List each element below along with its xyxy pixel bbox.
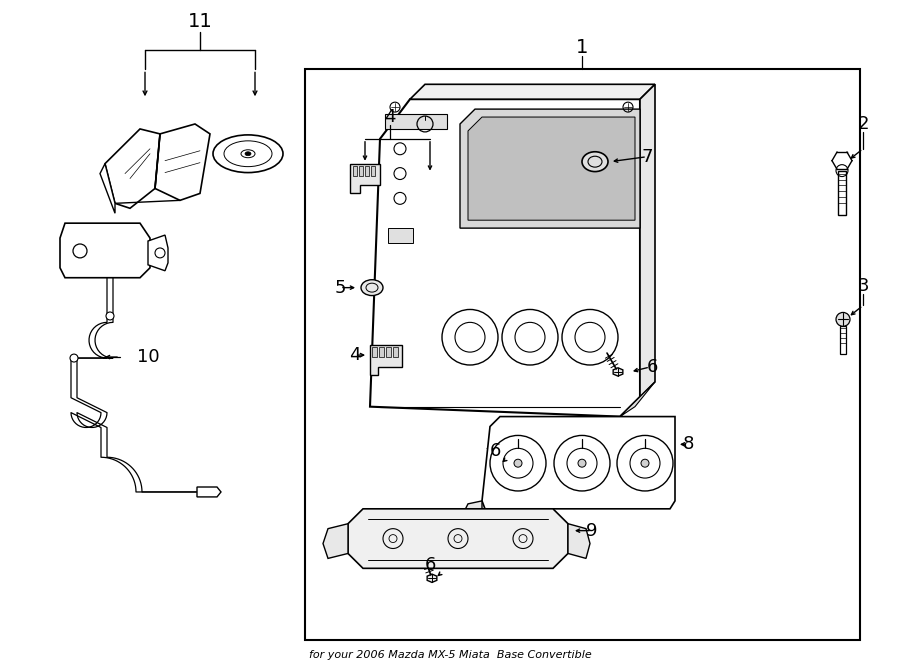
Bar [393, 347, 398, 357]
Polygon shape [640, 85, 655, 397]
Text: 4: 4 [384, 108, 396, 126]
Bar [388, 228, 413, 243]
Circle shape [641, 459, 649, 467]
Polygon shape [370, 99, 640, 416]
Polygon shape [100, 164, 115, 214]
Polygon shape [492, 460, 502, 469]
Circle shape [70, 354, 78, 362]
Ellipse shape [361, 280, 383, 295]
Text: 8: 8 [682, 436, 694, 453]
Text: 4: 4 [349, 346, 361, 364]
Ellipse shape [245, 152, 251, 156]
Polygon shape [460, 109, 640, 228]
Text: 7: 7 [641, 147, 652, 166]
Polygon shape [482, 416, 675, 509]
Bar [386, 347, 391, 357]
Polygon shape [350, 164, 380, 194]
Bar [379, 347, 384, 357]
Polygon shape [620, 382, 655, 416]
Text: 10: 10 [137, 348, 159, 366]
Polygon shape [60, 223, 150, 278]
Polygon shape [613, 368, 623, 376]
Bar [840, 327, 846, 354]
Text: 5: 5 [334, 279, 346, 297]
Bar [353, 166, 357, 176]
Ellipse shape [213, 135, 283, 173]
Polygon shape [323, 524, 348, 559]
Polygon shape [568, 524, 590, 559]
Polygon shape [462, 501, 482, 529]
Circle shape [578, 459, 586, 467]
Text: 3: 3 [857, 277, 868, 295]
Text: 2: 2 [857, 115, 868, 133]
Bar [365, 166, 369, 176]
Ellipse shape [241, 150, 255, 158]
Polygon shape [197, 487, 221, 497]
Circle shape [514, 459, 522, 467]
Text: 11: 11 [187, 13, 212, 31]
Bar [371, 166, 375, 176]
Text: 6: 6 [646, 358, 658, 376]
Bar [372, 347, 377, 357]
Text: for your 2006 Mazda MX-5 Miata  Base Convertible: for your 2006 Mazda MX-5 Miata Base Conv… [309, 650, 591, 660]
Polygon shape [410, 85, 655, 99]
Circle shape [106, 312, 114, 320]
Bar [305, 69, 860, 640]
Circle shape [836, 313, 850, 327]
Polygon shape [370, 345, 402, 375]
Polygon shape [348, 509, 568, 568]
Bar [838, 171, 846, 215]
Text: 1: 1 [576, 38, 589, 57]
Text: 9: 9 [586, 522, 598, 539]
Text: 6: 6 [490, 442, 500, 460]
Polygon shape [148, 235, 168, 271]
Bar [385, 114, 447, 129]
Polygon shape [428, 574, 436, 582]
Polygon shape [468, 117, 635, 220]
Ellipse shape [582, 152, 608, 172]
Bar [359, 166, 363, 176]
Text: 6: 6 [424, 557, 436, 574]
